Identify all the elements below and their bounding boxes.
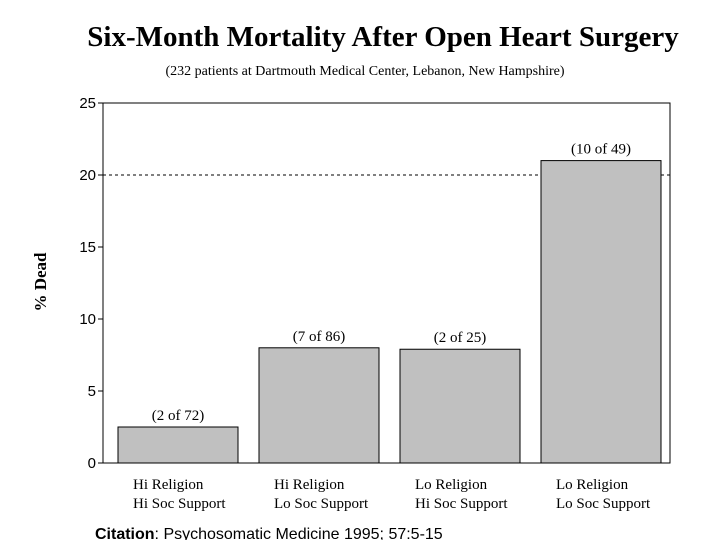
data-label-2: (2 of 25)	[434, 330, 487, 346]
category-label-0-line-1: Hi Soc Support	[133, 496, 226, 512]
category-label-3-line-1: Lo Soc Support	[556, 496, 651, 512]
chart-title: Six-Month Mortality After Open Heart Sur…	[87, 21, 679, 53]
data-label-1: (7 of 86)	[293, 329, 346, 345]
data-labels: (2 of 72) (7 of 86) (2 of 25) (10 of 49)	[152, 142, 631, 424]
citation-label: Citation	[95, 526, 155, 540]
category-label-2-line-0: Lo Religion	[415, 477, 488, 493]
category-label-2-line-1: Hi Soc Support	[415, 496, 508, 512]
bar-3	[540, 160, 662, 464]
bars	[117, 160, 662, 464]
chart-subtitle: (232 patients at Dartmouth Medical Cente…	[165, 64, 564, 79]
category-label-1-line-1: Lo Soc Support	[274, 496, 369, 512]
y-tick-label-4: 20	[79, 167, 96, 184]
bar-2	[399, 348, 521, 464]
x-axis-labels: Hi Religion Hi Soc Support Hi Religion Lo S…	[133, 477, 651, 512]
bar-0	[117, 426, 239, 464]
citation-text: : Psychosomatic Medicine 1995; 57:5-15	[155, 526, 443, 540]
data-label-0: (2 of 72)	[152, 408, 205, 424]
category-label-0-line-0: Hi Religion	[133, 477, 204, 493]
y-axis-label: % Dead	[31, 252, 50, 312]
citation: Citation: Psychosomatic Medicine 1995; 5…	[95, 526, 443, 540]
y-tick-label-5: 25	[79, 95, 96, 112]
bar-1	[258, 347, 380, 464]
data-label-3: (10 of 49)	[571, 142, 631, 158]
y-tick-label-0: 0	[88, 455, 96, 472]
category-label-3-line-0: Lo Religion	[556, 477, 629, 493]
y-tick-label-3: 15	[79, 239, 96, 256]
plot-frame	[102, 102, 671, 464]
y-tick-label-2: 10	[79, 311, 96, 328]
y-axis-ticks: 0 5 10 15 20 25	[79, 95, 103, 472]
y-tick-label-1: 5	[88, 383, 96, 400]
category-label-1-line-0: Hi Religion	[274, 477, 345, 493]
